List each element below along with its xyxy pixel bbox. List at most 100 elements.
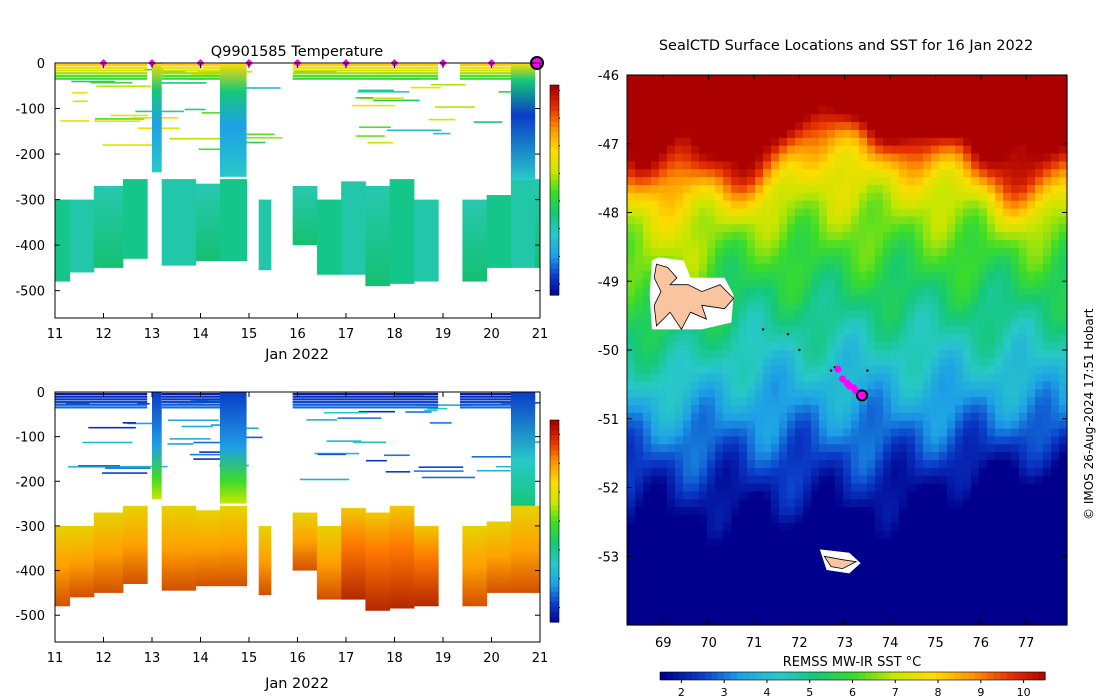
sst-cell (811, 538, 820, 548)
sst-cell (979, 357, 988, 367)
sst-cell (667, 216, 676, 225)
sst-cell (659, 515, 668, 524)
sst-cell (883, 82, 892, 92)
sst-cell (875, 82, 884, 92)
sst-cell (803, 247, 812, 257)
sst-cell (747, 444, 756, 453)
sst-cell (883, 562, 892, 571)
sst-cell (723, 271, 732, 280)
sst-cell (1019, 452, 1028, 461)
sst-cell (979, 240, 988, 249)
sst-cell (995, 444, 1004, 453)
sst-cell (675, 232, 684, 241)
sst-cell (891, 240, 900, 249)
sst-cell (1027, 295, 1036, 304)
sst-cell (755, 467, 764, 477)
sst-cell (1003, 570, 1012, 579)
sst-cell (1003, 310, 1012, 320)
sst-cell (963, 428, 972, 438)
sst-cell (763, 90, 772, 100)
sst-cell (747, 177, 756, 186)
sst-cell (811, 279, 820, 288)
sst-cell (923, 515, 932, 524)
sst-cell (1043, 287, 1052, 296)
sst-cell (1003, 389, 1012, 398)
sst-cell (1035, 98, 1044, 108)
sst-cell (995, 397, 1004, 406)
sst-cell (971, 538, 980, 548)
sst-cell (1027, 232, 1036, 241)
sal-shallow-streak (127, 422, 158, 425)
sst-cell (627, 609, 636, 618)
sst-cell (691, 609, 700, 618)
sst-cell (819, 452, 828, 461)
sst-cell (907, 601, 916, 610)
sst-cell (987, 106, 996, 115)
sst-cell (707, 475, 716, 485)
sst-cell (763, 208, 772, 218)
sst-colorbar-segment (788, 672, 796, 680)
sal-shallow-streak (167, 443, 194, 445)
sst-cell (819, 106, 828, 115)
sst-cell (1027, 491, 1036, 500)
sst-cell (843, 255, 852, 265)
sst-cell (891, 153, 900, 163)
sst-cell (763, 601, 772, 610)
sst-cell (915, 412, 924, 422)
sst-cell (963, 397, 972, 406)
sst-cell (875, 428, 884, 438)
sst-cell (907, 82, 916, 92)
sst-cell (963, 106, 972, 115)
sst-cell (915, 405, 924, 414)
sst-cell (659, 397, 668, 406)
sst-cell (659, 350, 668, 359)
sst-cell (1027, 177, 1036, 186)
sst-cell (739, 90, 748, 100)
sst-cell (1035, 90, 1044, 100)
temp-surface-band (459, 72, 536, 75)
sst-cell (963, 475, 972, 485)
sst-colorbar-segment (968, 672, 976, 680)
sst-cell (1059, 145, 1068, 155)
sst-cell (1027, 585, 1036, 595)
sst-cell (931, 279, 940, 288)
sst-cell (651, 200, 660, 210)
sst-cell (1003, 460, 1012, 469)
sst-cell (923, 185, 932, 194)
sst-cell (995, 287, 1004, 296)
sst-cell (819, 428, 828, 438)
sst-cell (691, 577, 700, 587)
sst-cell (723, 483, 732, 493)
sst-cell (787, 452, 796, 461)
temp-surface-band (55, 72, 148, 75)
sst-cell (659, 130, 668, 139)
sst-cell (995, 365, 1004, 375)
sst-cell (859, 554, 868, 563)
sst-cell (835, 436, 844, 445)
sst-cell (787, 161, 796, 170)
sst-cell (723, 405, 732, 414)
sst-cell (835, 609, 844, 618)
sst-cell (683, 240, 692, 249)
sst-cell (723, 444, 732, 453)
sst-cell (627, 185, 636, 194)
sst-cell (907, 145, 916, 155)
sst-cell (1019, 601, 1028, 610)
sst-cell (763, 224, 772, 233)
sst-cell (739, 216, 748, 225)
sst-cell (995, 350, 1004, 359)
sst-cell (883, 444, 892, 453)
sst-cell (819, 161, 828, 170)
sst-cell (771, 499, 780, 508)
sst-cell (1043, 279, 1052, 288)
sst-cell (1043, 295, 1052, 304)
sst-cell (859, 137, 868, 147)
sst-colorbar-segment (903, 672, 911, 680)
sst-cell (987, 90, 996, 100)
sst-cell (763, 554, 772, 563)
sst-cell (891, 601, 900, 610)
sst-cell (971, 247, 980, 257)
colorbar-segment (550, 526, 559, 532)
sst-cell (891, 263, 900, 273)
sst-cell (811, 570, 820, 579)
